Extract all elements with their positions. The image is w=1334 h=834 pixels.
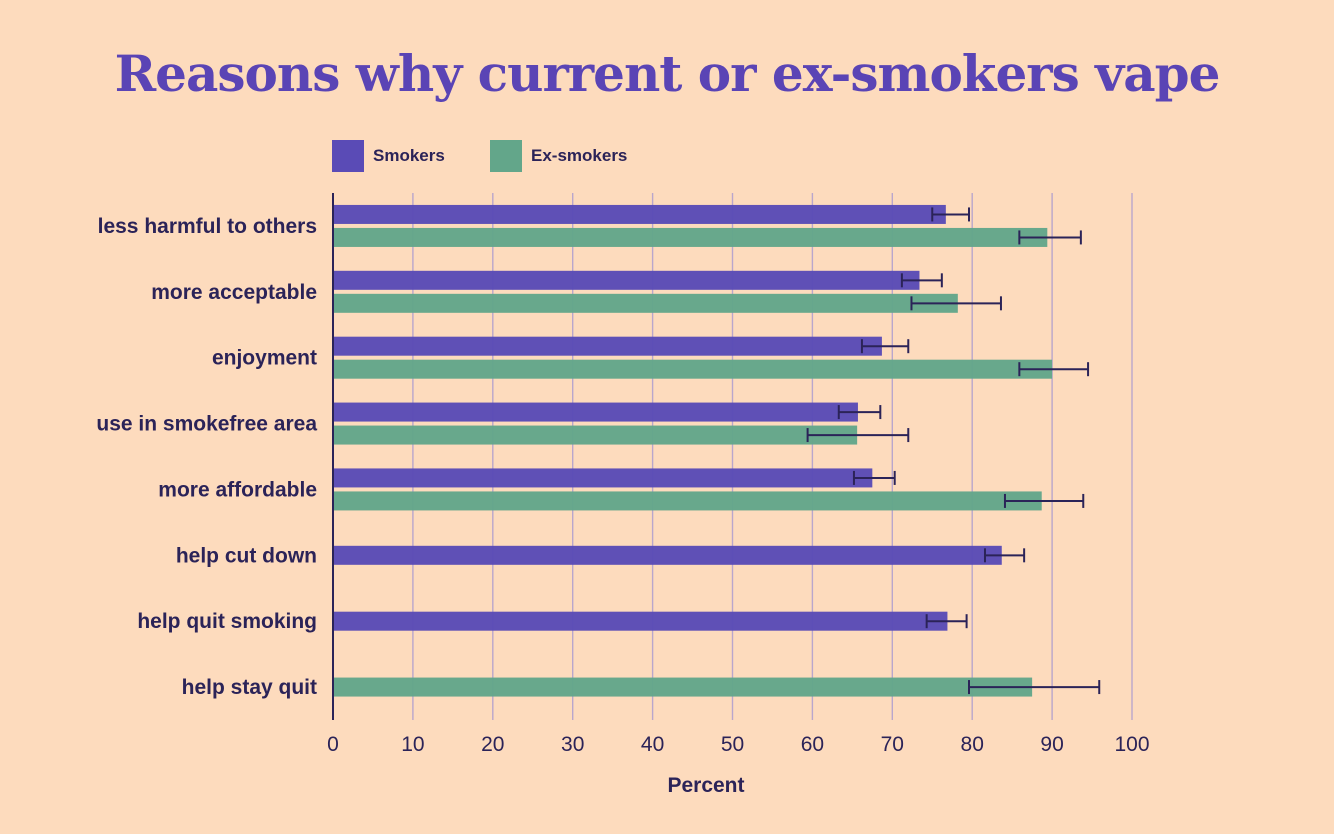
axis-layer: 0 10 20 30 40 50 60 70 80 90 100 less harmful to ot… xyxy=(96,193,1150,756)
y-category-label-help-quit-smoking: help quit smoking xyxy=(137,610,317,633)
error-bar-ex-smokers-use-in-smokefree-area xyxy=(806,428,910,443)
bar-layer xyxy=(334,204,1053,697)
bar-smokers-help-cut-down xyxy=(334,545,1002,565)
error-bar-ex-smokers-more-acceptable xyxy=(910,296,1002,311)
error-bar-ex-smokers-enjoyment xyxy=(1018,362,1090,377)
error-bar-smokers-help-quit-smoking xyxy=(925,614,968,629)
x-tick-label-100: 100 xyxy=(1114,733,1149,756)
legend-swatch-ex-smokers xyxy=(490,140,522,172)
legend-swatch-smokers xyxy=(332,140,364,172)
y-category-label-more-affordable: more affordable xyxy=(158,478,317,501)
error-bar-ex-smokers-help-stay-quit xyxy=(968,680,1101,695)
error-bar-smokers-use-in-smokefree-area xyxy=(837,405,882,420)
bar-smokers-use-in-smokefree-area xyxy=(334,402,858,422)
error-bar-smokers-enjoyment xyxy=(860,339,910,354)
error-bar-smokers-less-harmful-to-others xyxy=(931,207,971,222)
x-tick-label-20: 20 xyxy=(481,733,504,756)
x-tick-label-70: 70 xyxy=(881,733,904,756)
y-category-label-use-in-smokefree-area: use in smokefree area xyxy=(96,413,317,436)
x-tick-label-60: 60 xyxy=(801,733,824,756)
x-axis-label: Percent xyxy=(667,774,744,797)
bar-ex-smokers-less-harmful-to-others xyxy=(334,227,1048,247)
legend-label-ex-smokers: Ex-smokers xyxy=(531,146,628,165)
legend-label-smokers: Smokers xyxy=(373,146,445,165)
bar-ex-smokers-enjoyment xyxy=(334,359,1053,379)
error-bar-smokers-help-cut-down xyxy=(983,548,1026,563)
y-category-label-help-cut-down: help cut down xyxy=(176,544,317,567)
error-bar-smokers-more-acceptable xyxy=(900,273,943,288)
bar-smokers-enjoyment xyxy=(334,336,882,356)
bar-ex-smokers-more-affordable xyxy=(334,491,1042,511)
error-bar-smokers-more-affordable xyxy=(852,470,896,485)
x-tick-label-80: 80 xyxy=(961,733,984,756)
y-category-label-more-acceptable: more acceptable xyxy=(151,281,317,304)
bar-ex-smokers-more-acceptable xyxy=(334,293,958,313)
y-category-label-help-stay-quit: help stay quit xyxy=(182,676,317,699)
x-tick-label-50: 50 xyxy=(721,733,744,756)
bar-ex-smokers-help-stay-quit xyxy=(334,677,1033,697)
x-tick-label-90: 90 xyxy=(1040,733,1063,756)
x-tick-label-40: 40 xyxy=(641,733,664,756)
error-bar-ex-smokers-less-harmful-to-others xyxy=(1018,230,1082,245)
bar-smokers-more-acceptable xyxy=(334,270,920,290)
y-category-label-less-harmful-to-others: less harmful to others xyxy=(98,215,317,238)
x-tick-label-0: 0 xyxy=(327,733,339,756)
bar-smokers-less-harmful-to-others xyxy=(334,204,946,224)
x-tick-label-10: 10 xyxy=(401,733,424,756)
bar-smokers-more-affordable xyxy=(334,468,873,488)
bar-smokers-help-quit-smoking xyxy=(334,611,948,631)
y-category-label-enjoyment: enjoyment xyxy=(212,347,317,370)
bar-ex-smokers-use-in-smokefree-area xyxy=(334,425,858,445)
error-bar-layer xyxy=(806,207,1101,695)
chart-title: Reasons why current or ex-smokers vape xyxy=(114,44,1221,103)
error-bar-ex-smokers-more-affordable xyxy=(1003,493,1085,508)
x-tick-label-30: 30 xyxy=(561,733,584,756)
